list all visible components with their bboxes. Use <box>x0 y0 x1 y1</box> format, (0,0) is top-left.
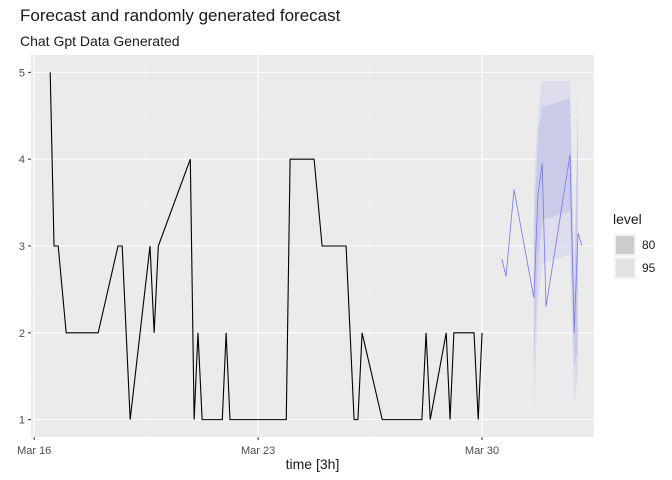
x-axis-title: time [3h] <box>286 456 340 472</box>
chart-subtitle: Chat Gpt Data Generated <box>20 33 180 49</box>
line-forecast <box>501 154 583 333</box>
y-tick-label: 3 <box>19 241 25 253</box>
y-tick-label: 4 <box>19 154 25 166</box>
y-tick-label: 1 <box>19 415 25 427</box>
legend-key-95 <box>616 259 634 277</box>
y-tick-label: 5 <box>19 67 25 79</box>
ribbon-80 <box>533 98 579 368</box>
y-tick-label: 2 <box>19 328 25 340</box>
chart-title: Forecast and randomly generated forecast <box>20 6 341 25</box>
major-gridlines <box>31 55 594 437</box>
x-tick-label: Mar 30 <box>465 445 499 457</box>
x-axis-ticks: Mar 16 Mar 23 Mar 30 <box>17 437 499 457</box>
series-lines <box>49 72 583 421</box>
legend-label-80: 80 <box>642 238 656 252</box>
x-tick-label: Mar 23 <box>241 445 275 457</box>
x-tick-label: Mar 16 <box>17 445 51 457</box>
legend-key-80 <box>616 236 634 254</box>
line-history <box>49 72 483 421</box>
y-axis-ticks: 1 2 3 4 5 <box>19 67 31 427</box>
legend-label-95: 95 <box>642 261 656 275</box>
legend-title: level <box>613 211 642 227</box>
